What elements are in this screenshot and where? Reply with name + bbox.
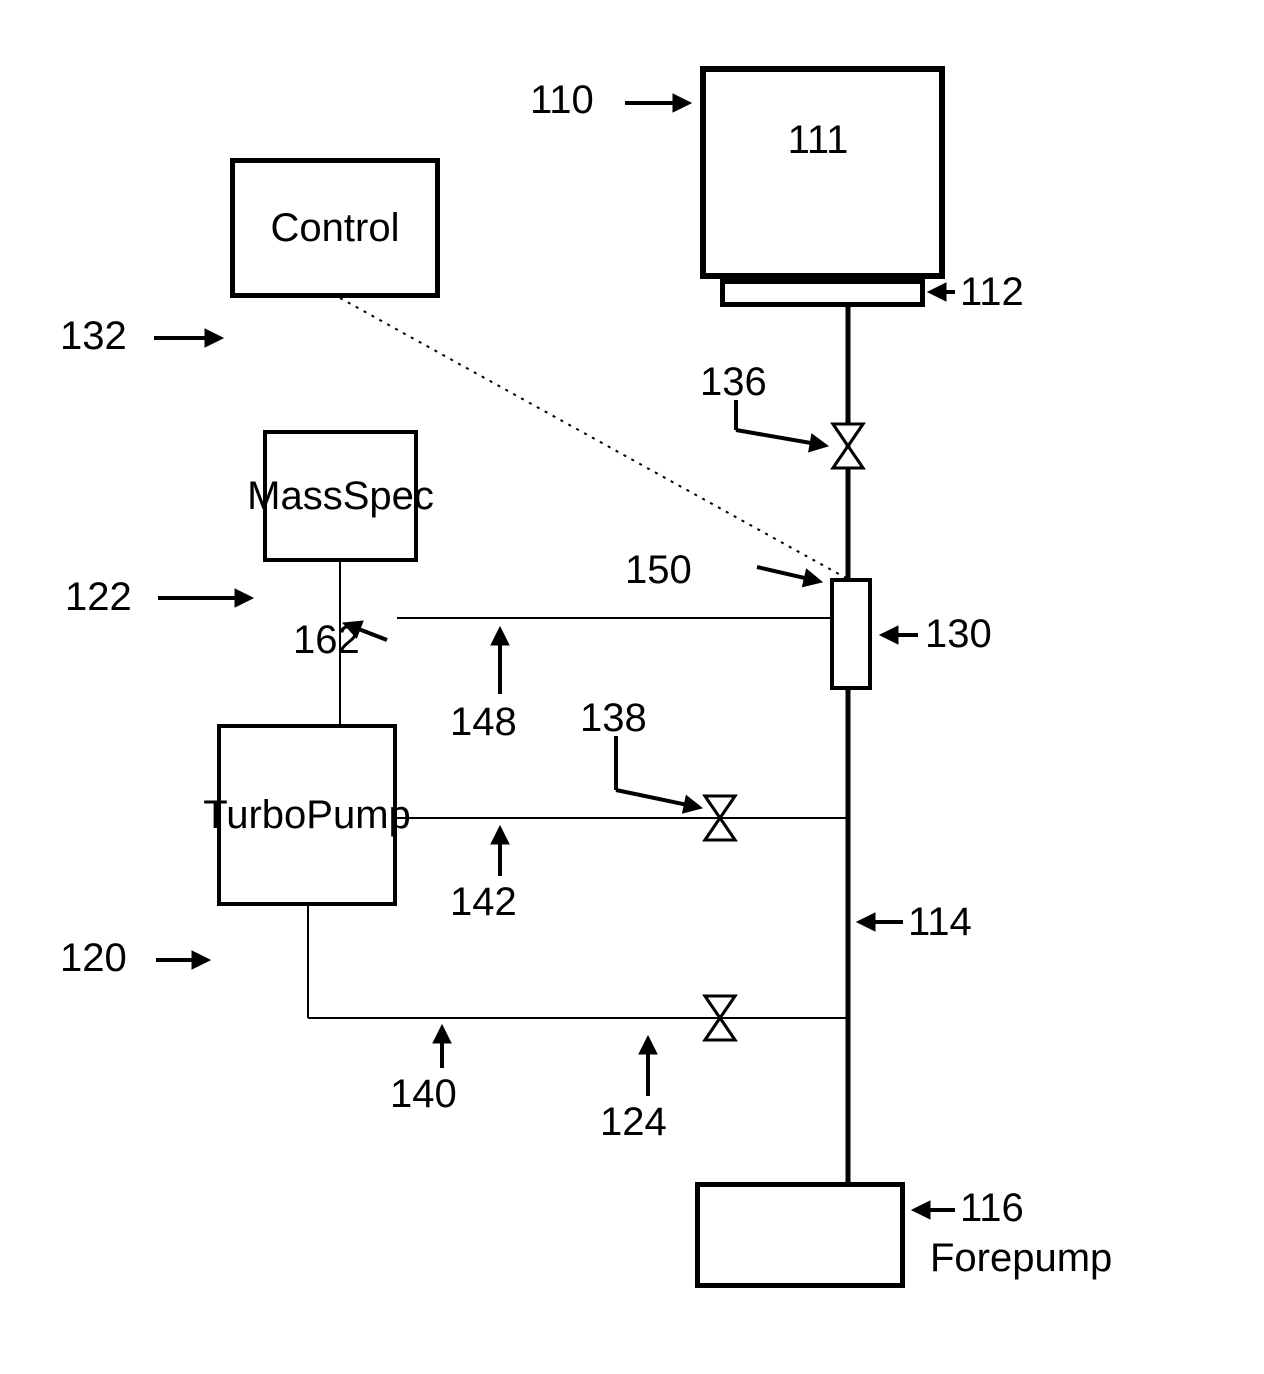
- label-n110: 110: [530, 78, 594, 123]
- box-control: Control: [230, 158, 440, 298]
- box-top_inner: 111: [758, 110, 878, 170]
- box-cap130: [830, 578, 872, 690]
- box-forepump: [695, 1182, 905, 1288]
- label-n142: 142: [450, 880, 517, 925]
- label-n136: 136: [700, 360, 767, 405]
- label-forepump_label: Forepump: [930, 1236, 1112, 1281]
- label-n150: 150: [625, 548, 692, 593]
- label-n140: 140: [390, 1072, 457, 1117]
- label-n112: 112: [960, 270, 1024, 315]
- box-turbo_pump: TurboPump: [217, 724, 397, 906]
- box-top_lip: [720, 279, 925, 307]
- label-n162: 162: [293, 618, 360, 663]
- box-top_outer: [700, 66, 945, 279]
- label-n120: 120: [60, 936, 127, 981]
- label-n148: 148: [450, 700, 517, 745]
- label-n138: 138: [580, 696, 647, 741]
- label-n116: 116: [960, 1186, 1024, 1231]
- label-n124: 124: [600, 1100, 667, 1145]
- label-n130: 130: [925, 612, 992, 657]
- box-mass_spec: MassSpec: [263, 430, 418, 562]
- label-n114: 114: [908, 900, 972, 945]
- label-n122: 122: [65, 575, 132, 620]
- label-n132: 132: [60, 314, 127, 359]
